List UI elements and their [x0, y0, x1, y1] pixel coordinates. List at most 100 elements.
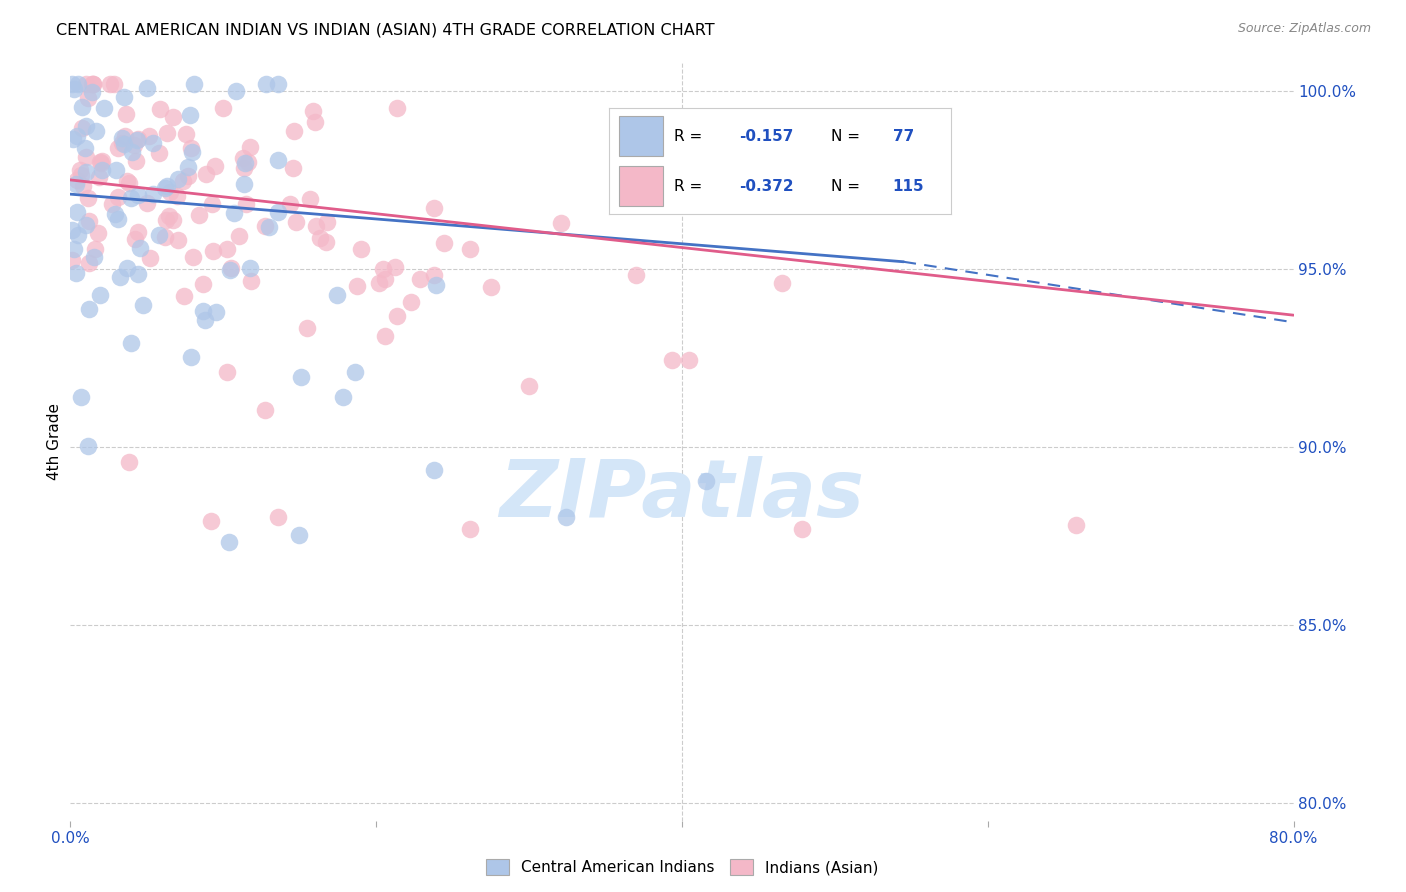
- Point: [371, 261, 394, 276]
- Point: [299, 192, 322, 206]
- Point: [76, 439, 98, 453]
- Point: [157, 209, 180, 223]
- Point: [177, 169, 200, 183]
- Point: [70, 100, 93, 114]
- Point: [166, 189, 188, 203]
- Point: [266, 153, 288, 167]
- Point: [148, 228, 170, 243]
- Point: [174, 127, 197, 141]
- Point: [1064, 518, 1087, 533]
- Point: [205, 304, 228, 318]
- Y-axis label: 4th Grade: 4th Grade: [46, 403, 62, 480]
- Point: [200, 514, 222, 528]
- Point: [217, 242, 239, 256]
- Point: [124, 154, 146, 169]
- Point: [98, 77, 121, 91]
- Point: [159, 185, 181, 199]
- Point: [239, 274, 262, 288]
- Point: [89, 155, 111, 169]
- Point: [142, 136, 165, 151]
- Point: [202, 244, 225, 258]
- Legend: Central American Indians, Indians (Asian): Central American Indians, Indians (Asian…: [479, 853, 884, 881]
- Point: [86, 227, 108, 241]
- Point: [120, 335, 142, 350]
- Point: [555, 510, 578, 524]
- Point: [384, 260, 406, 274]
- Point: [217, 365, 239, 379]
- Point: [290, 370, 312, 384]
- Point: [76, 191, 98, 205]
- Point: [62, 132, 84, 146]
- Point: [172, 174, 194, 188]
- Point: [70, 121, 93, 136]
- Point: [254, 77, 277, 91]
- Point: [104, 162, 127, 177]
- Point: [124, 137, 146, 152]
- Point: [65, 177, 87, 191]
- Point: [139, 252, 162, 266]
- Point: [112, 89, 135, 103]
- Point: [117, 261, 139, 276]
- Point: [201, 196, 224, 211]
- Point: [385, 101, 408, 115]
- Point: [108, 269, 131, 284]
- Point: [65, 266, 87, 280]
- Point: [120, 191, 142, 205]
- Point: [124, 232, 146, 246]
- Point: [519, 379, 541, 393]
- Point: [115, 174, 138, 188]
- Point: [115, 106, 138, 120]
- Point: [69, 162, 91, 177]
- Point: [408, 272, 430, 286]
- Text: ZIPatlas: ZIPatlas: [499, 456, 865, 533]
- Point: [302, 104, 325, 119]
- Point: [233, 161, 256, 176]
- Point: [399, 295, 422, 310]
- Point: [304, 114, 326, 128]
- Point: [69, 390, 91, 404]
- Point: [790, 522, 813, 536]
- Point: [72, 179, 94, 194]
- Point: [179, 108, 201, 122]
- Point: [423, 462, 446, 476]
- Point: [63, 242, 86, 256]
- Point: [66, 77, 89, 91]
- Point: [75, 77, 97, 91]
- Point: [191, 303, 214, 318]
- Point: [87, 170, 110, 185]
- Point: [283, 124, 305, 138]
- Point: [422, 268, 444, 283]
- Point: [218, 534, 240, 549]
- Point: [153, 180, 176, 194]
- Point: [75, 218, 97, 232]
- Point: [118, 455, 141, 469]
- Text: CENTRAL AMERICAN INDIAN VS INDIAN (ASIAN) 4TH GRADE CORRELATION CHART: CENTRAL AMERICAN INDIAN VS INDIAN (ASIAN…: [56, 22, 714, 37]
- Point: [458, 242, 481, 256]
- Point: [267, 205, 290, 219]
- Point: [162, 111, 184, 125]
- Point: [77, 91, 100, 105]
- Point: [112, 137, 135, 152]
- Point: [308, 231, 330, 245]
- Text: Source: ZipAtlas.com: Source: ZipAtlas.com: [1237, 22, 1371, 36]
- Point: [224, 206, 246, 220]
- Point: [235, 197, 257, 211]
- Point: [148, 145, 170, 160]
- Point: [181, 145, 204, 160]
- Point: [315, 215, 337, 229]
- Point: [103, 77, 125, 91]
- Point: [91, 153, 114, 168]
- Point: [180, 140, 202, 154]
- Point: [326, 287, 349, 301]
- Point: [278, 197, 301, 211]
- Point: [285, 215, 308, 229]
- Point: [180, 350, 202, 364]
- Point: [89, 288, 111, 302]
- Point: [141, 186, 163, 201]
- Point: [149, 103, 172, 117]
- Point: [86, 124, 108, 138]
- Point: [162, 213, 184, 227]
- Point: [315, 235, 337, 249]
- Point: [82, 77, 104, 91]
- Point: [228, 229, 250, 244]
